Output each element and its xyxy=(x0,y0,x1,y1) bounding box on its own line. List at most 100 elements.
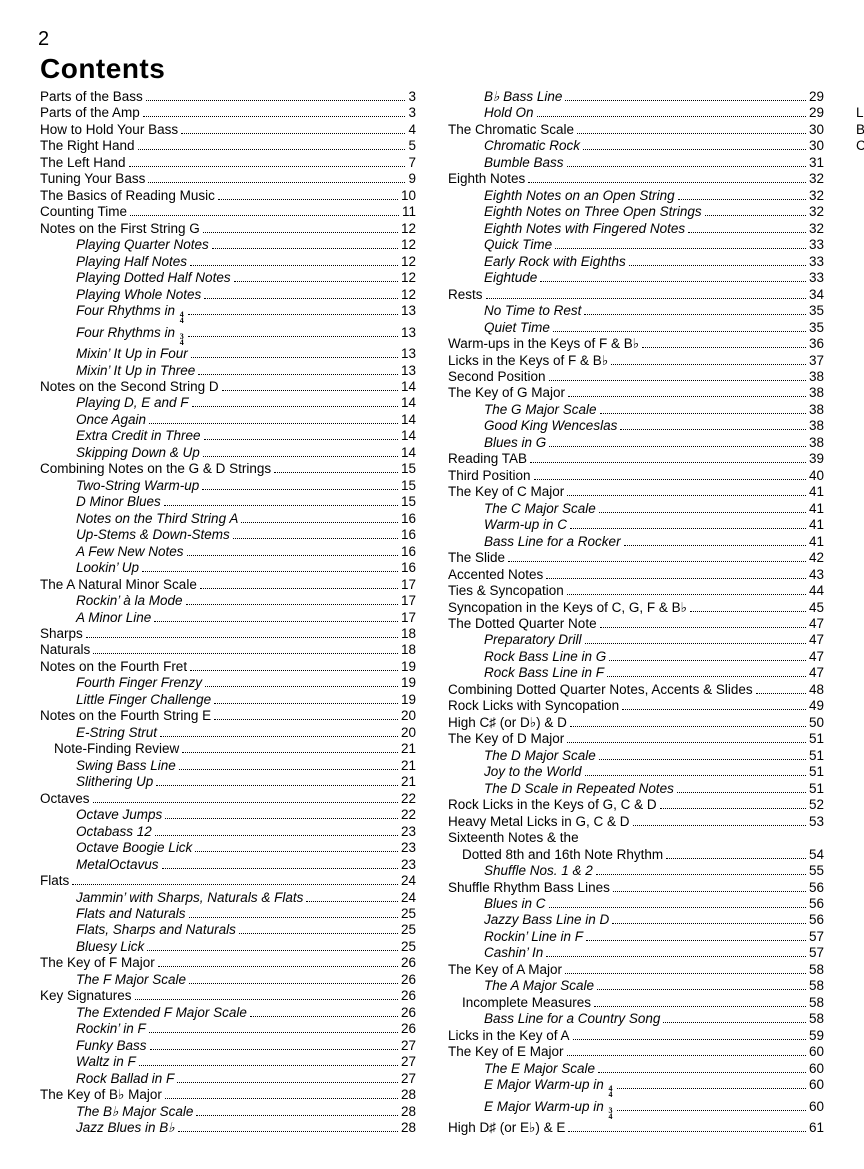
toc-label: Hold On xyxy=(448,105,534,121)
toc-label: Syncopation in the Keys of C, G, F & B♭ xyxy=(448,600,687,616)
leader-dots xyxy=(573,1039,806,1040)
toc-entry: Parts of the Bass3 xyxy=(40,89,416,105)
toc-subentry: Eighth Notes on an Open String 32 xyxy=(448,188,824,204)
toc-label: Rockin’ Line in F xyxy=(448,929,583,945)
toc-label: Eighth Notes on an Open String xyxy=(448,188,675,204)
toc-label: Combining Dotted Quarter Notes, Accents … xyxy=(448,682,753,698)
time-signature: 44 xyxy=(180,312,184,324)
toc-label: Blues in G xyxy=(448,435,546,451)
leader-dots xyxy=(202,489,398,490)
toc-label: Warm-up in C xyxy=(448,517,567,533)
leader-dots xyxy=(218,199,398,200)
toc-subentry: Playing D, E and F14 xyxy=(40,395,416,411)
toc-page-number: 16 xyxy=(401,544,416,560)
toc-page-number: 16 xyxy=(401,560,416,576)
leader-dots xyxy=(129,166,406,167)
toc-subentry: The F Major Scale26 xyxy=(40,972,416,988)
toc-subentry: Playing Dotted Half Notes12 xyxy=(40,270,416,286)
toc-entry: Syncopation in the Keys of C, G, F & B♭4… xyxy=(448,600,824,616)
leader-dots xyxy=(149,1032,398,1033)
toc-subentry: Shuffle Nos. 1 & 255 xyxy=(448,863,824,879)
toc-label: Eightude xyxy=(448,270,537,286)
toc-label: Notes on the Fourth String E xyxy=(40,708,211,724)
toc-entry: Tuning Your Bass9 xyxy=(40,171,416,187)
toc-label: Rock Licks in the Keys of G, C & D xyxy=(448,797,657,813)
leader-dots xyxy=(198,374,398,375)
toc-label: The E Major Scale xyxy=(448,1061,595,1077)
toc-label: The B♭ Major Scale xyxy=(40,1104,193,1120)
toc-label: The Chromatic Scale xyxy=(448,122,574,138)
toc-page: 2 Contents Parts of the Bass3Parts of th… xyxy=(0,0,864,1169)
toc-subentry: Mixin’ It Up in Four13 xyxy=(40,346,416,362)
leader-dots xyxy=(613,891,806,892)
toc-label: Parts of the Bass xyxy=(40,89,143,105)
toc-label: Slithering Up xyxy=(40,774,153,790)
toc-subentry: Joy to the World51 xyxy=(448,764,824,780)
toc-subentry: Rockin’ in F26 xyxy=(40,1021,416,1037)
toc-label: High D♯ (or E♭) & E xyxy=(448,1120,565,1136)
toc-entry: Key Signatures26 xyxy=(40,988,416,1004)
toc-label: Funky Bass xyxy=(40,1038,147,1054)
toc-page-number: 26 xyxy=(401,1021,416,1037)
leader-dots xyxy=(677,792,806,793)
toc-subentry: A Minor Line17 xyxy=(40,610,416,626)
toc-page-number: 49 xyxy=(809,698,824,714)
toc-label: Playing Half Notes xyxy=(40,254,187,270)
leader-dots xyxy=(160,736,398,737)
toc-entry: Sixteenth Notes & the xyxy=(448,830,824,846)
toc-entry: Bass Fingerboard Chart63 xyxy=(856,122,864,138)
toc-label: Notes on the Second String D xyxy=(40,379,219,395)
leader-dots xyxy=(565,100,806,101)
leader-dots xyxy=(234,281,398,282)
leader-dots xyxy=(196,1115,398,1116)
toc-page-number: 59 xyxy=(809,1028,824,1044)
toc-label: Quick Time xyxy=(448,237,552,253)
leader-dots xyxy=(165,1098,398,1099)
toc-label: The C Major Scale xyxy=(448,501,596,517)
toc-page-number: 26 xyxy=(401,1005,416,1021)
leader-dots xyxy=(620,429,806,430)
toc-subentry: Bass Line for a Rocker41 xyxy=(448,534,824,550)
toc-label: D Minor Blues xyxy=(40,494,161,510)
leader-dots xyxy=(164,505,398,506)
toc-page-number: 26 xyxy=(401,955,416,971)
toc-label: Lookin’ Up xyxy=(40,560,139,576)
toc-label: Bass Line for a Rocker xyxy=(448,534,621,550)
toc-page-number: 12 xyxy=(401,237,416,253)
toc-page-number: 28 xyxy=(401,1104,416,1120)
leader-dots xyxy=(528,182,806,183)
leader-dots xyxy=(93,653,398,654)
toc-subentry: Jazzy Bass Line in D56 xyxy=(448,912,824,928)
contents-title: Contents xyxy=(40,53,824,85)
toc-page-number: 52 xyxy=(809,797,824,813)
toc-page-number: 13 xyxy=(401,303,416,319)
toc-subentry: The G Major Scale38 xyxy=(448,402,824,418)
toc-subentry: E Major Warm-up in 3460 xyxy=(448,1099,824,1120)
toc-label: Mixin’ It Up in Four xyxy=(40,346,188,362)
toc-label: E-String Strut xyxy=(40,725,157,741)
leader-dots xyxy=(546,578,806,579)
toc-page-number: 32 xyxy=(809,221,824,237)
toc-label: Combining Notes on the G & D Strings xyxy=(40,461,271,477)
toc-entry: The Key of G Major38 xyxy=(448,385,824,401)
leader-dots xyxy=(537,116,806,117)
toc-label: Heavy Metal Licks in G, C & D xyxy=(448,814,630,830)
toc-label: Naturals xyxy=(40,642,90,658)
toc-page-number: 33 xyxy=(809,254,824,270)
toc-page-number: 7 xyxy=(408,155,416,171)
leader-dots xyxy=(553,331,806,332)
leader-dots xyxy=(212,248,398,249)
toc-subentry: Good King Wenceslas38 xyxy=(448,418,824,434)
toc-subentry: Once Again14 xyxy=(40,412,416,428)
toc-page-number: 51 xyxy=(809,731,824,747)
leader-dots xyxy=(203,232,398,233)
toc-page-number: 21 xyxy=(401,741,416,757)
toc-label: Playing Quarter Notes xyxy=(40,237,209,253)
toc-page-number: 32 xyxy=(809,188,824,204)
leader-dots xyxy=(177,1082,398,1083)
toc-subentry: Notes on the Third String A16 xyxy=(40,511,416,527)
time-signature: 34 xyxy=(609,1108,613,1120)
toc-entry: Parts of the Amp3 xyxy=(40,105,416,121)
toc-page-number: 12 xyxy=(401,221,416,237)
toc-subentry: D Minor Blues15 xyxy=(40,494,416,510)
